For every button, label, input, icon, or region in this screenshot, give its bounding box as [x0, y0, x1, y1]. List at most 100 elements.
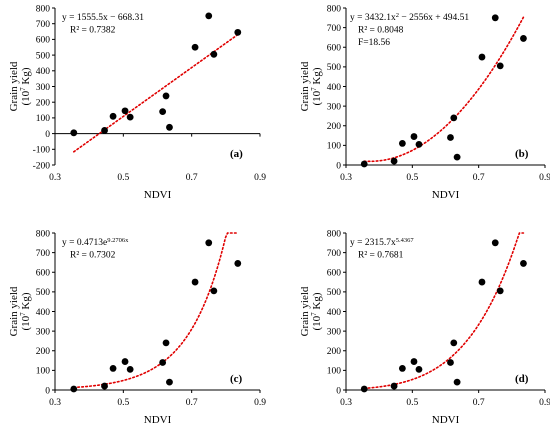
data-point — [410, 133, 418, 140]
data-point — [410, 358, 418, 365]
data-point — [166, 378, 173, 386]
equation-line: R² = 0.8048 — [358, 26, 404, 36]
x-tick-label: 0.9 — [539, 173, 550, 183]
x-tick-label: 0.9 — [254, 398, 266, 408]
data-point — [398, 365, 406, 372]
x-axis-label: NDVI — [144, 414, 172, 425]
y-tick-label: 700 — [327, 24, 342, 34]
y-axis-label: Grain yield — [8, 286, 20, 336]
x-tick-label: 0.3 — [49, 398, 61, 408]
data-point — [478, 53, 486, 61]
x-tick-label: 0.9 — [539, 398, 550, 408]
y-axis-unit-label: (107 Kg) — [19, 292, 32, 330]
panel-label: (b) — [515, 148, 529, 160]
trend-line — [72, 232, 239, 389]
y-tick-label: 400 — [36, 67, 51, 77]
data-point — [450, 114, 458, 122]
data-point — [496, 62, 504, 70]
equation-line: y = 1555.5x − 668.31 — [62, 13, 144, 23]
data-point — [447, 134, 454, 141]
data-point — [159, 359, 167, 366]
y-tick-label: 800 — [36, 229, 51, 239]
data-point — [210, 287, 218, 295]
y-tick-label: 100 — [327, 367, 342, 377]
data-point — [234, 260, 242, 267]
data-point — [390, 382, 398, 390]
y-tick-label: 0 — [45, 130, 50, 140]
y-tick-label: 700 — [36, 249, 51, 259]
x-tick-label: 0.7 — [473, 173, 485, 183]
data-point — [126, 365, 134, 373]
data-point — [109, 365, 117, 372]
y-tick-label: 0 — [336, 161, 341, 171]
trend-line — [72, 33, 239, 153]
data-point — [360, 160, 368, 168]
data-point — [101, 127, 108, 134]
data-point — [360, 385, 368, 393]
y-tick-label: 500 — [36, 288, 51, 298]
y-tick-label: -200 — [33, 161, 51, 171]
data-point — [70, 385, 78, 393]
data-point — [447, 359, 454, 366]
data-point — [453, 378, 461, 386]
data-point — [450, 339, 458, 347]
data-point — [205, 239, 213, 247]
data-point — [496, 287, 504, 295]
equation-line: R² = 0.7302 — [70, 251, 116, 261]
y-tick-label: 500 — [36, 51, 51, 61]
data-point — [234, 28, 242, 36]
panel-a: -200 -100 0 100 200 300 400 500 600 700 800 0.3 0.5 0… — [8, 4, 266, 201]
y-tick-label: 0 — [45, 386, 50, 396]
y-tick-label: 800 — [327, 229, 342, 239]
x-tick-label: 0.7 — [186, 173, 198, 183]
x-axis-label: NDVI — [432, 189, 460, 201]
y-tick-label: 200 — [36, 347, 51, 357]
data-point — [415, 140, 423, 148]
y-tick-label: 600 — [327, 269, 342, 279]
y-tick-label: 100 — [327, 142, 342, 152]
data-point — [453, 153, 461, 161]
panel-d: 0 100 200 300 400 500 600 700 800 0.3 0.5 0.7 0.9 NDV… — [299, 229, 550, 425]
x-tick-label: 0.5 — [117, 173, 129, 183]
y-tick-label: 600 — [36, 36, 51, 46]
y-tick-label: 200 — [36, 99, 51, 109]
equation-line: R² = 0.7382 — [70, 26, 116, 36]
panel-label: (c) — [230, 373, 243, 385]
y-axis-unit-label: (107 Kg) — [310, 67, 323, 105]
x-tick-label: 0.5 — [117, 398, 129, 408]
data-point — [70, 129, 78, 137]
data-point — [390, 157, 398, 165]
x-tick-label: 0.9 — [254, 173, 266, 183]
equation-line: y = 3432.1x2 − 2556x + 494.51 — [350, 12, 469, 24]
y-tick-label: -100 — [33, 146, 51, 156]
y-tick-label: 100 — [36, 367, 51, 377]
x-axis-label: NDVI — [144, 189, 172, 201]
y-tick-label: 500 — [327, 288, 342, 298]
y-tick-label: 100 — [36, 114, 51, 124]
data-point — [398, 140, 406, 147]
data-point — [162, 339, 170, 347]
y-tick-label: 700 — [36, 20, 51, 30]
x-tick-label: 0.3 — [340, 398, 352, 408]
y-tick-label: 200 — [327, 122, 342, 132]
data-point — [478, 278, 486, 286]
x-tick-label: 0.3 — [49, 173, 61, 183]
y-tick-label: 500 — [327, 63, 342, 73]
equation-line: R² = 0.7681 — [358, 251, 404, 261]
y-tick-label: 300 — [36, 327, 51, 337]
y-axis-label: Grain yield — [299, 286, 311, 336]
trend-line — [363, 16, 525, 163]
x-tick-label: 0.7 — [186, 398, 198, 408]
y-axis-unit-label: (107 Kg) — [310, 292, 323, 330]
trend-line — [363, 232, 525, 390]
data-point — [520, 260, 527, 267]
data-point — [166, 123, 173, 131]
data-point — [121, 107, 129, 115]
y-axis-label: Grain yield — [8, 61, 20, 111]
y-tick-label: 300 — [327, 102, 342, 112]
y-tick-label: 400 — [327, 83, 342, 93]
y-tick-label: 400 — [327, 308, 342, 318]
y-tick-label: 300 — [36, 83, 51, 93]
data-point — [491, 239, 499, 247]
